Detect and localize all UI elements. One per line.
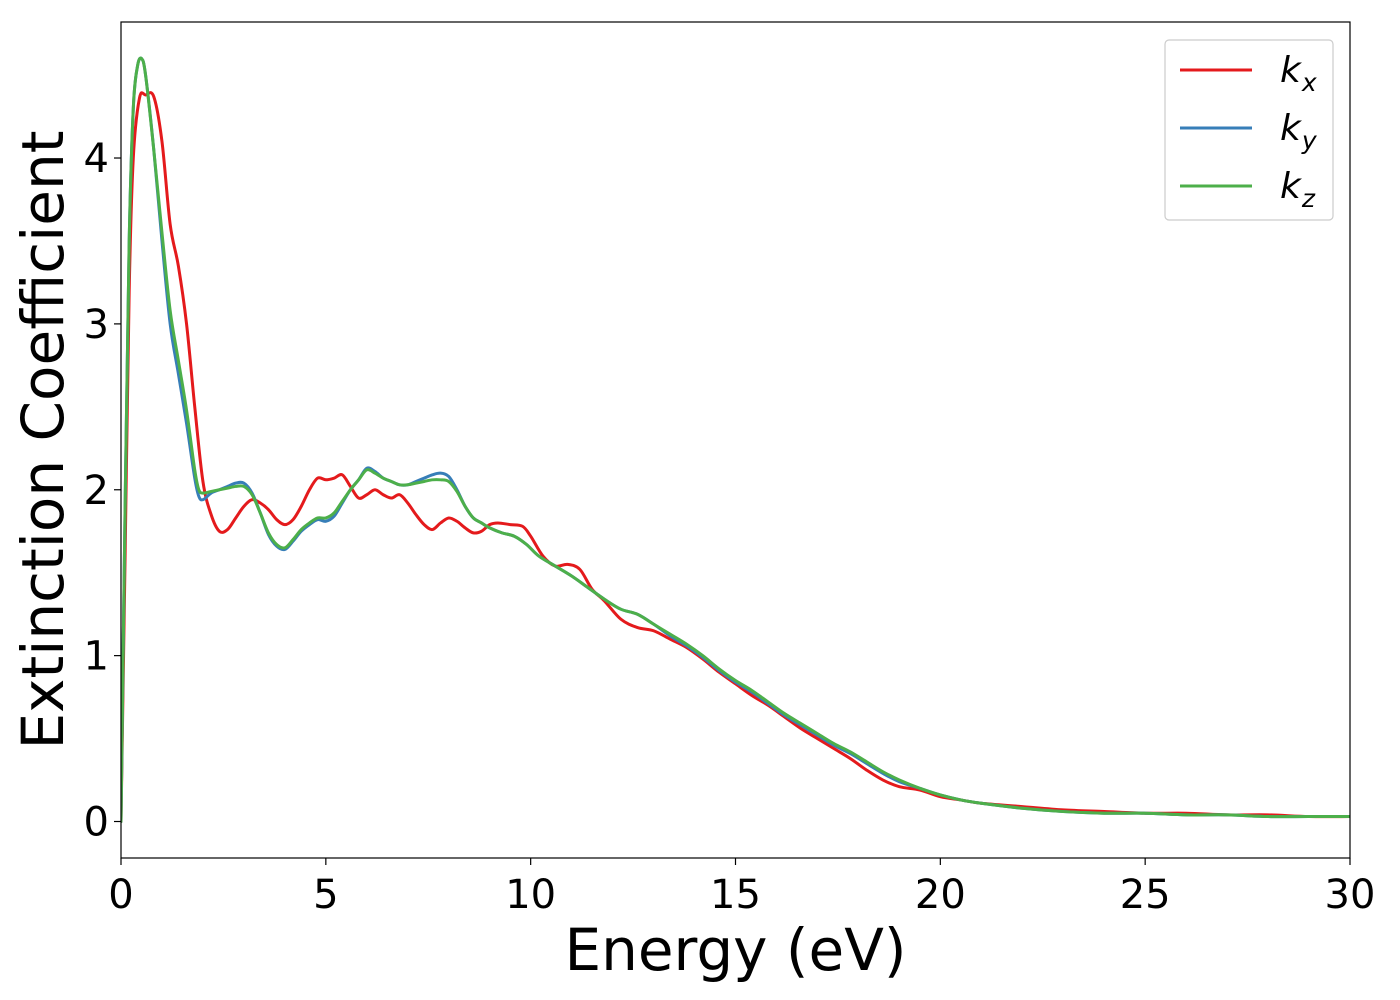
series-line-z bbox=[121, 56, 1350, 824]
legend-label-subscript: z bbox=[1301, 184, 1316, 213]
x-tick-label: 0 bbox=[108, 872, 133, 918]
x-axis: 0 5 10 15 20 25 30 bbox=[108, 858, 1375, 918]
x-tick-label: 15 bbox=[710, 872, 761, 918]
legend-label-x: kx bbox=[1280, 50, 1317, 97]
series-layer bbox=[121, 56, 1350, 824]
legend-label-y: ky bbox=[1280, 108, 1318, 155]
legend-label-base: k bbox=[1280, 50, 1303, 91]
x-tick-label: 10 bbox=[505, 872, 556, 918]
legend-label-base: k bbox=[1280, 108, 1303, 149]
x-tick-label: 20 bbox=[915, 872, 966, 918]
legend-label-subscript: y bbox=[1301, 126, 1318, 155]
y-tick-label: 2 bbox=[84, 468, 109, 514]
x-tick-label: 30 bbox=[1325, 872, 1376, 918]
x-tick-label: 5 bbox=[313, 872, 338, 918]
y-axis-title: Extinction Coefficient bbox=[9, 131, 77, 750]
y-tick-label: 3 bbox=[84, 302, 109, 348]
y-tick-label: 0 bbox=[84, 800, 109, 846]
x-axis-title: Energy (eV) bbox=[564, 916, 906, 984]
legend-label-subscript: x bbox=[1301, 68, 1317, 97]
y-tick-label: 1 bbox=[84, 634, 109, 680]
y-axis: 0 1 2 3 4 bbox=[84, 136, 121, 846]
legend-label-z: kz bbox=[1280, 166, 1316, 213]
y-tick-label: 4 bbox=[84, 136, 109, 182]
x-tick-label: 25 bbox=[1120, 872, 1171, 918]
legend-frame bbox=[1164, 39, 1334, 221]
plot-area bbox=[120, 21, 1351, 859]
legend-label-base: k bbox=[1280, 166, 1303, 207]
